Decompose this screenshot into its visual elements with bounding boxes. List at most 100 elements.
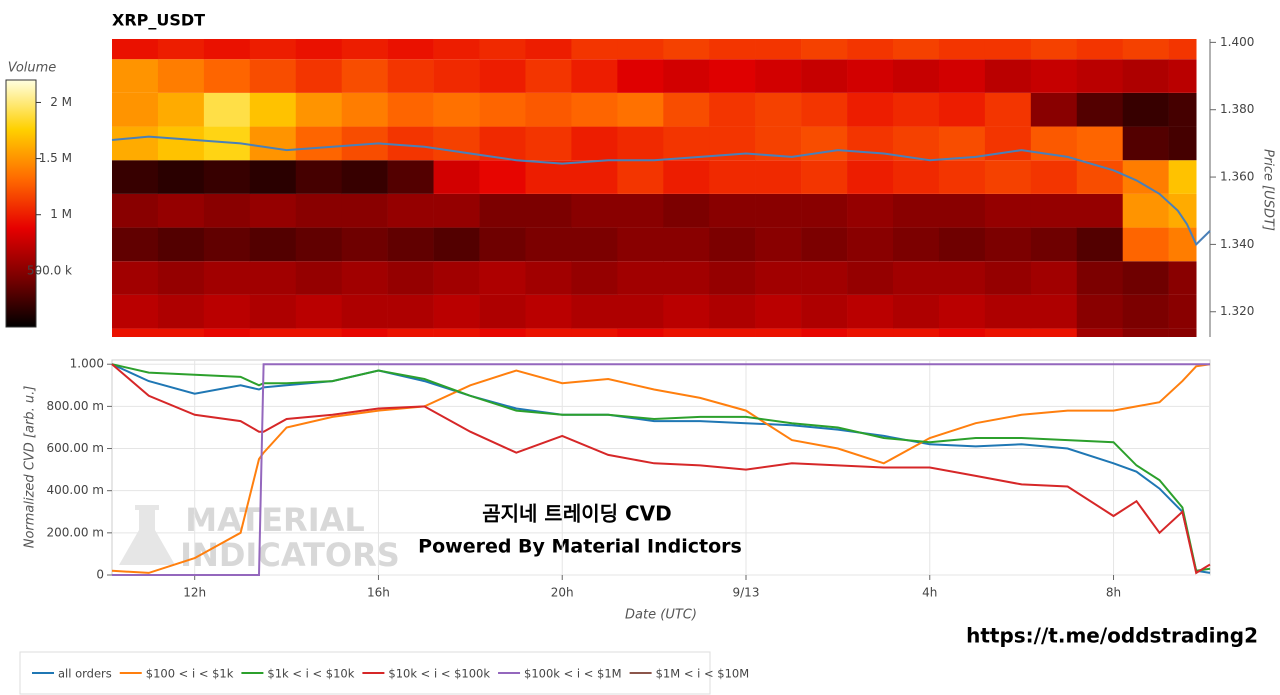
heat-cell bbox=[938, 328, 986, 337]
heat-cell bbox=[203, 59, 251, 93]
heat-cell bbox=[571, 92, 618, 127]
heat-cell bbox=[387, 160, 434, 194]
heat-cell bbox=[709, 328, 756, 337]
heat-cell bbox=[1076, 160, 1124, 194]
heat-cell bbox=[755, 160, 802, 194]
heat-cell bbox=[617, 328, 664, 337]
heat-cell bbox=[341, 39, 388, 60]
heat-cell bbox=[295, 294, 343, 329]
legend-label: all orders bbox=[58, 667, 112, 681]
heat-cell bbox=[617, 261, 664, 295]
heat-cell bbox=[1122, 294, 1169, 329]
heat-cell bbox=[938, 160, 986, 194]
heat-cell bbox=[709, 59, 756, 93]
heat-cell bbox=[433, 294, 480, 329]
heat-cell bbox=[1076, 328, 1124, 337]
heat-cell bbox=[341, 227, 388, 262]
heat-cell bbox=[938, 39, 986, 60]
heat-cell bbox=[203, 294, 251, 329]
annotation: Powered By Material Indictors bbox=[418, 536, 742, 558]
y-tick-label: 1.340 bbox=[1220, 237, 1254, 251]
heat-cell bbox=[1122, 328, 1169, 337]
x-tick-label: 4h bbox=[922, 586, 937, 600]
heat-cell bbox=[112, 59, 159, 93]
heat-cell bbox=[571, 227, 618, 262]
heat-cell bbox=[433, 261, 480, 295]
y-tick-label: 400.00 m bbox=[47, 483, 105, 497]
y-tick-label: 1.000 bbox=[70, 357, 104, 371]
heat-cell bbox=[755, 39, 802, 60]
heat-cell bbox=[663, 59, 710, 93]
heat-cell bbox=[847, 294, 894, 329]
heat-cell bbox=[1168, 294, 1197, 329]
heat-cell bbox=[571, 294, 618, 329]
heat-cell bbox=[1076, 126, 1124, 161]
y-tick-label: 1.400 bbox=[1220, 35, 1254, 49]
heat-cell bbox=[709, 193, 756, 228]
heat-cell bbox=[1076, 39, 1124, 60]
watermark-icon bbox=[119, 505, 175, 565]
heat-cell bbox=[1168, 160, 1197, 194]
legend-label: $1k < i < $10k bbox=[267, 667, 354, 681]
legend-label: $1M < i < $10M bbox=[656, 667, 750, 681]
heat-cell bbox=[479, 39, 526, 60]
heat-cell bbox=[157, 126, 205, 161]
legend-label: $100 < i < $1k bbox=[146, 667, 234, 681]
heat-cell bbox=[709, 261, 756, 295]
heat-cell bbox=[203, 193, 251, 228]
heat-cell bbox=[938, 59, 986, 93]
heat-cell bbox=[295, 227, 343, 262]
heat-cell bbox=[249, 160, 297, 194]
y-tick-label: 1.360 bbox=[1220, 170, 1254, 184]
heat-cell bbox=[847, 160, 894, 194]
heat-cell bbox=[801, 160, 848, 194]
heat-cell bbox=[571, 160, 618, 194]
heat-cell bbox=[341, 328, 388, 337]
heat-cell bbox=[1168, 328, 1197, 337]
heat-cell bbox=[755, 227, 802, 262]
heat-cell bbox=[847, 59, 894, 93]
heat-cell bbox=[295, 126, 343, 161]
heat-cell bbox=[525, 59, 572, 93]
heat-cell bbox=[663, 227, 710, 262]
heat-cell bbox=[157, 193, 205, 228]
heat-cell bbox=[847, 92, 894, 127]
heat-cell bbox=[479, 126, 526, 161]
heat-cell bbox=[1076, 227, 1124, 262]
heat-cell bbox=[617, 126, 664, 161]
heat-cell bbox=[893, 126, 940, 161]
heat-cell bbox=[663, 328, 710, 337]
heat-cell bbox=[893, 261, 940, 295]
x-tick-label: 8h bbox=[1106, 586, 1121, 600]
heat-cell bbox=[617, 39, 664, 60]
heat-cell bbox=[1076, 193, 1124, 228]
heat-cell bbox=[341, 294, 388, 329]
heat-cell bbox=[525, 261, 572, 295]
heat-cell bbox=[984, 193, 1032, 228]
heat-cell bbox=[893, 39, 940, 60]
heat-cell bbox=[938, 227, 986, 262]
heat-cell bbox=[801, 294, 848, 329]
heat-cell bbox=[387, 193, 434, 228]
colorbar-label: Volume bbox=[8, 61, 57, 76]
heat-cell bbox=[1030, 328, 1078, 337]
heat-cell bbox=[755, 294, 802, 329]
heat-cell bbox=[203, 39, 251, 60]
heat-cell bbox=[203, 328, 251, 337]
heat-cell bbox=[157, 160, 205, 194]
heat-cell bbox=[479, 92, 526, 127]
heat-cell bbox=[938, 126, 986, 161]
heat-cell bbox=[847, 328, 894, 337]
heat-cell bbox=[938, 261, 986, 295]
heat-cell bbox=[249, 92, 297, 127]
x-tick-label: 12h bbox=[183, 586, 206, 600]
heat-cell bbox=[157, 328, 205, 337]
heat-cell bbox=[295, 193, 343, 228]
heat-cell bbox=[663, 160, 710, 194]
heat-cell bbox=[479, 227, 526, 262]
heat-cell bbox=[433, 328, 480, 337]
heat-cell bbox=[112, 126, 159, 161]
y-axis-label: Price [USDT] bbox=[1261, 149, 1276, 231]
colorbar-tick-label: 1 M bbox=[50, 207, 72, 221]
